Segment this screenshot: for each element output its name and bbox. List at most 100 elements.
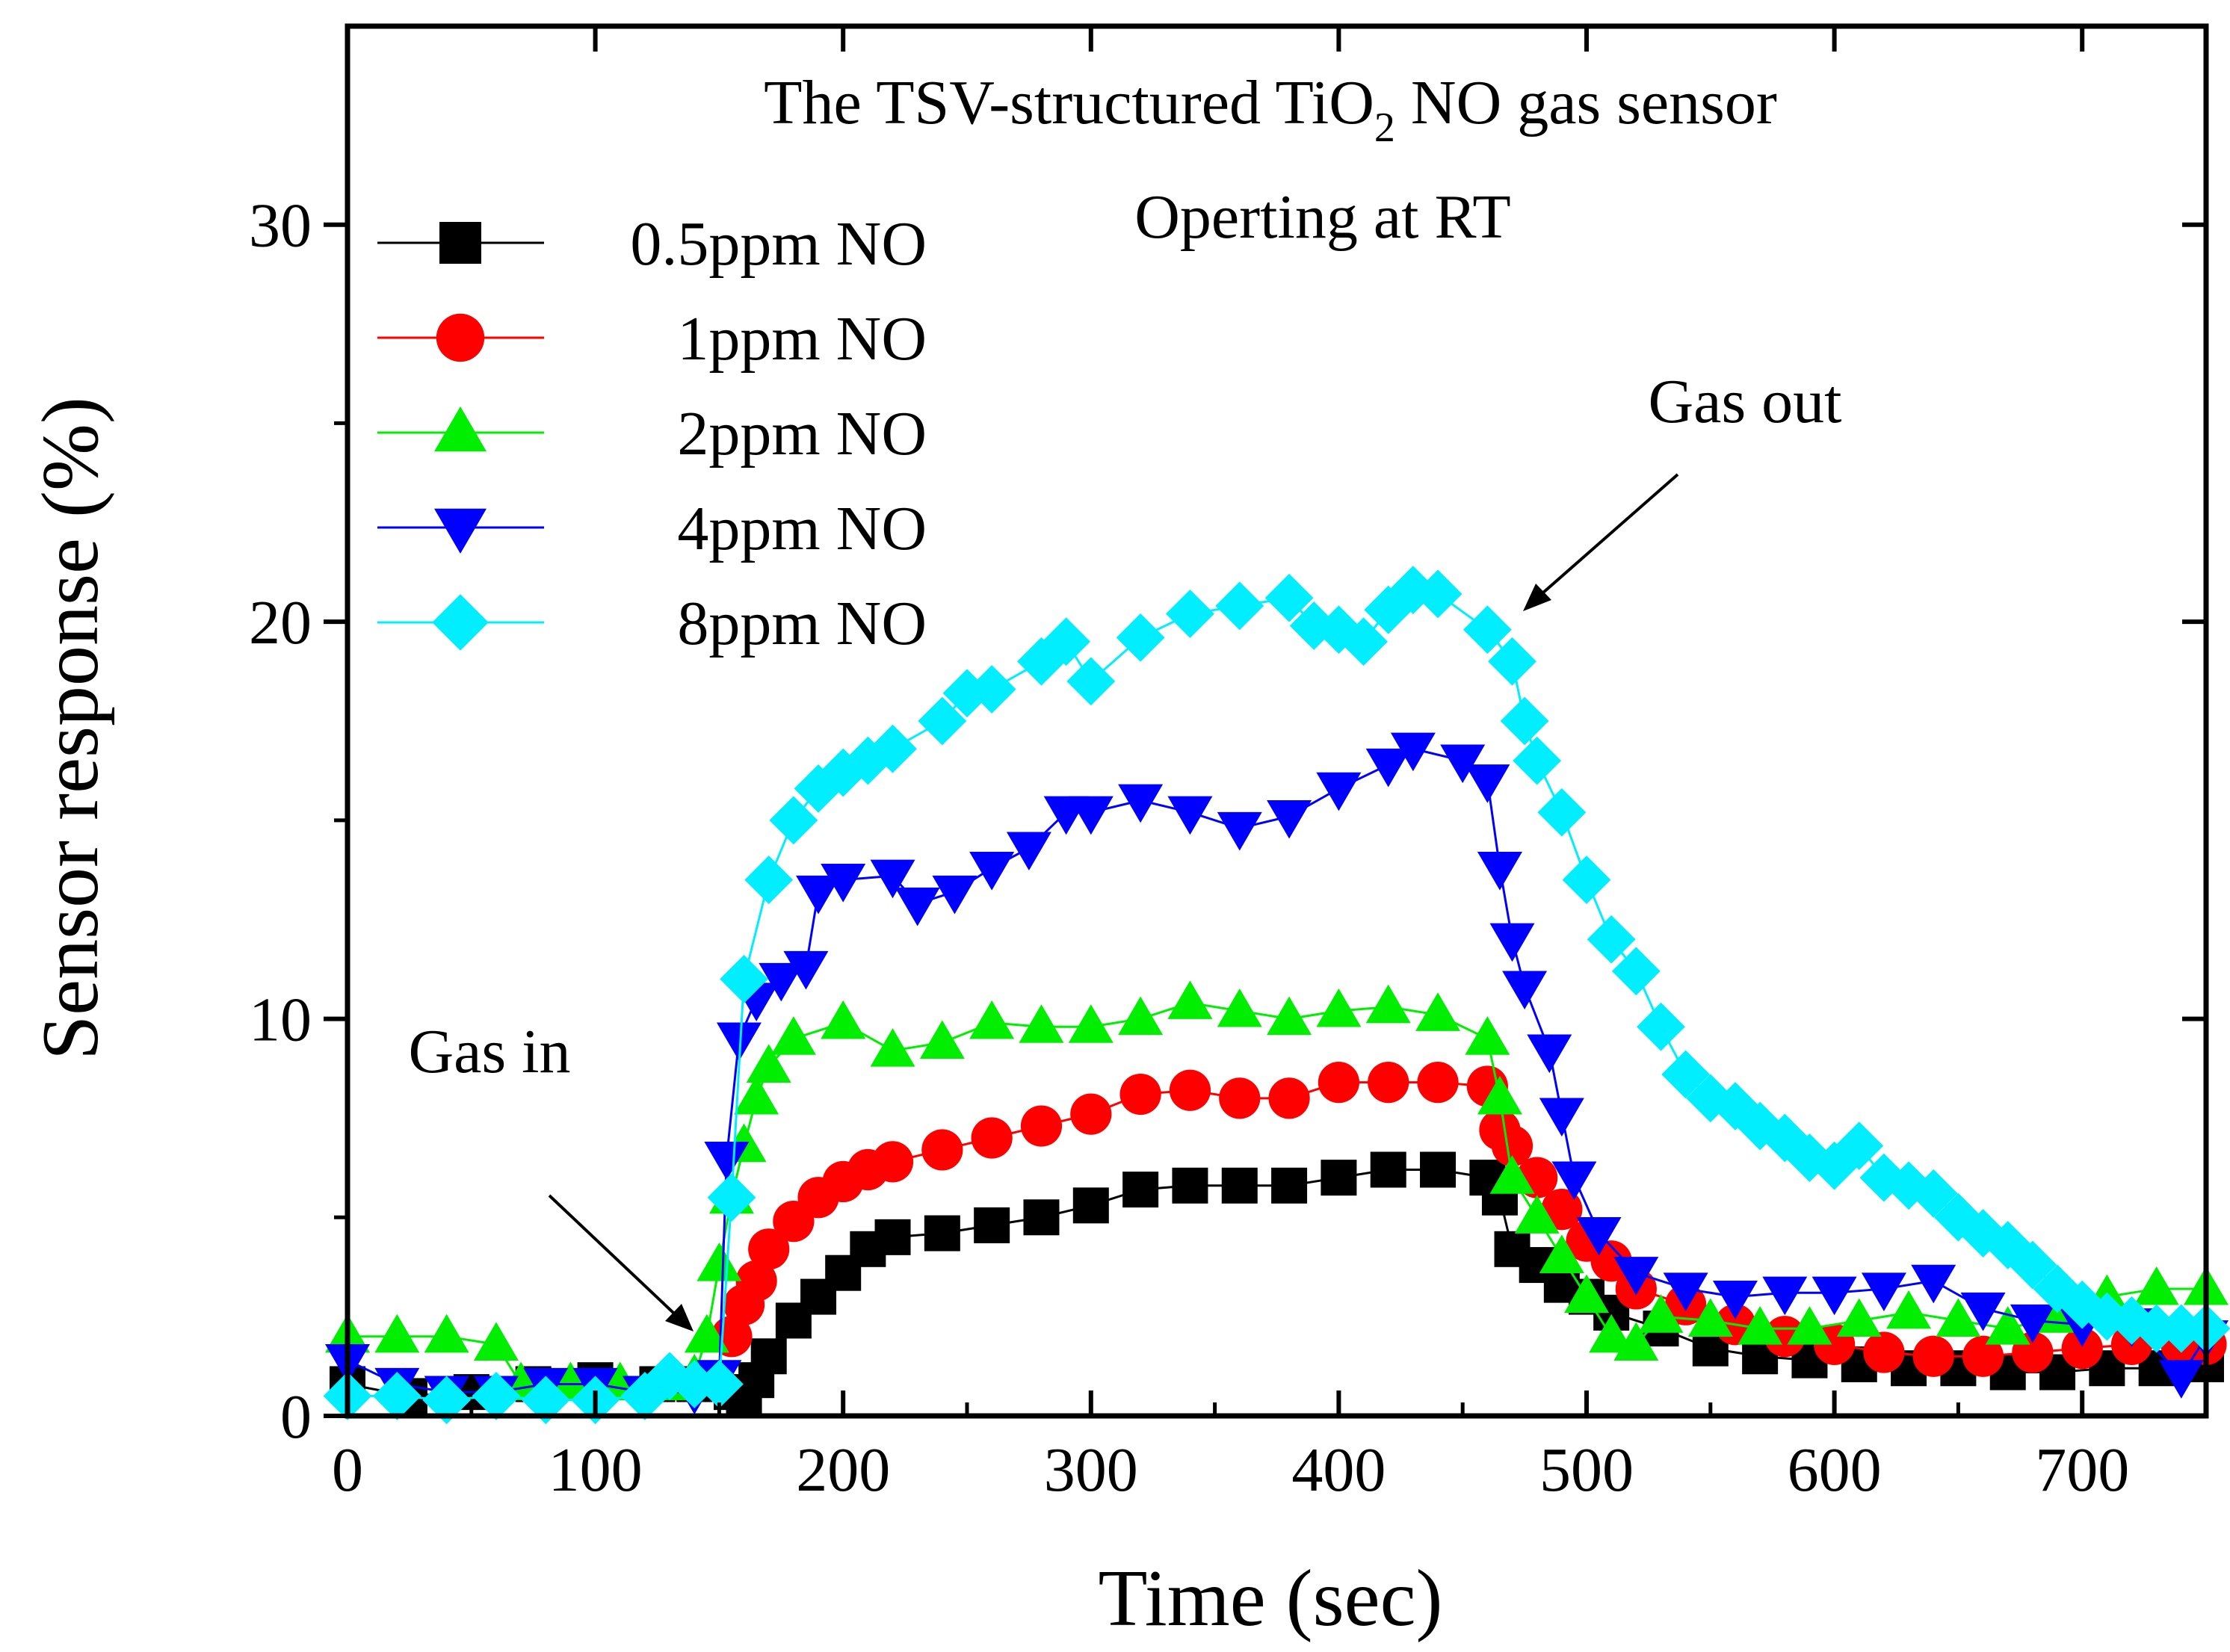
- series-3-point-19: [969, 852, 1015, 891]
- series-3-point-37: [1551, 1161, 1597, 1201]
- series-4-point-39: [1562, 856, 1611, 904]
- series-2-point-19: [969, 1000, 1015, 1039]
- series-1-point-34: [1962, 1335, 2004, 1377]
- series-3-point-27: [1316, 772, 1362, 811]
- series-1-point-22: [1491, 1125, 1533, 1167]
- series-3-point-16: [870, 859, 915, 899]
- series-4-point-22: [1042, 617, 1091, 666]
- series-2-point-27: [1365, 984, 1411, 1024]
- series-2-point-32: [1514, 1195, 1560, 1234]
- y-tick-label-1: 10: [249, 986, 312, 1055]
- series-4-point-20: [967, 665, 1016, 714]
- series-3-point-22: [1068, 796, 1114, 835]
- series-2-point-31: [1489, 1155, 1535, 1194]
- series-3-point-13: [783, 950, 829, 990]
- series-2-point-40: [1787, 1306, 1832, 1345]
- x-tick-label-6: 600: [1788, 1435, 1882, 1505]
- series-0-point-18: [1023, 1199, 1060, 1236]
- series-2-point-22: [1118, 996, 1164, 1036]
- series-2-point-47: [2134, 1266, 2179, 1305]
- series-1-point-8: [871, 1141, 914, 1183]
- series-3-point-28: [1365, 748, 1411, 788]
- series-3-point-33: [1489, 923, 1535, 962]
- series-layer: [323, 566, 2230, 1425]
- series-4-point-50: [1835, 1122, 1884, 1171]
- series-4-point-17: [868, 724, 917, 773]
- legend: 0.5ppm NO 1ppm NO 2ppm NO 4ppm NO 8ppm NO: [377, 209, 927, 658]
- legend-entry-1: 1ppm NO: [377, 304, 927, 374]
- series-1-point-18: [1368, 1062, 1409, 1104]
- series-1-point-12: [1070, 1093, 1112, 1135]
- series-0-point-19: [1072, 1187, 1109, 1224]
- annotation-gas-in-arrowhead: [665, 1304, 694, 1331]
- legend-marker-0: [439, 222, 481, 264]
- series-3-point-10: [716, 1022, 762, 1062]
- series-1-point-9: [921, 1129, 963, 1171]
- series-3-point-45: [1911, 1264, 1956, 1304]
- series-4-point-53: [1909, 1169, 1958, 1218]
- series-2-point-43: [1936, 1298, 1981, 1337]
- series-2-point-37: [1638, 1294, 1684, 1333]
- series-4-point-33: [1413, 569, 1463, 619]
- series-0-point-15: [874, 1219, 911, 1255]
- series-2-point-24: [1217, 988, 1262, 1027]
- series-4-point-48: [1785, 1133, 1834, 1182]
- series-3-point-47: [2010, 1304, 2055, 1343]
- series-4-point-29: [1315, 605, 1363, 655]
- series-4-point-13: [769, 796, 818, 845]
- series-4-point-6: [620, 1372, 670, 1420]
- series-2-point-3: [473, 1322, 519, 1361]
- series-3-point-15: [821, 863, 866, 903]
- legend-label-0: 0.5ppm NO: [630, 209, 927, 279]
- series-3-point-50: [2158, 1360, 2204, 1399]
- x-tick-label-0: 0: [332, 1435, 363, 1505]
- series-3-point-25: [1217, 811, 1262, 851]
- series-1-point-10: [971, 1117, 1013, 1159]
- annotation-gas-out-arrowhead: [1523, 584, 1551, 611]
- series-1-point-3: [748, 1228, 790, 1270]
- series-4-point-2: [422, 1376, 472, 1425]
- series-1-point-33: [1912, 1335, 1954, 1377]
- x-tick-label-1: 100: [549, 1435, 643, 1505]
- x-tick-label-3: 300: [1044, 1435, 1138, 1505]
- series-2: [325, 980, 2229, 1401]
- annotation-gas-in-arrow: [548, 1194, 688, 1326]
- series-4-point-54: [1934, 1192, 1983, 1242]
- x-tick-label-5: 500: [1539, 1435, 1634, 1505]
- series-2-point-38: [1687, 1298, 1733, 1337]
- series-1-point-11: [1020, 1105, 1063, 1147]
- series-4-point-15: [818, 748, 868, 797]
- series-0-point-24: [1321, 1160, 1357, 1196]
- annotation-gas-out-arrow: [1529, 473, 1679, 605]
- series-2-point-16: [821, 1000, 866, 1039]
- series-3-point-44: [1861, 1272, 1906, 1311]
- series-2-point-36: [1613, 1322, 1659, 1361]
- series-0-point-20: [1122, 1172, 1159, 1208]
- series-2-point-15: [770, 1016, 816, 1055]
- series-3-point-24: [1167, 796, 1213, 835]
- series-1-point-19: [1417, 1062, 1459, 1104]
- series-2-point-28: [1415, 992, 1461, 1031]
- series-2-point-2: [424, 1314, 469, 1353]
- series-4-point-23: [1066, 657, 1116, 706]
- series-2-point-25: [1267, 996, 1312, 1036]
- series-0-point-16: [924, 1215, 960, 1252]
- series-4-point-3: [472, 1372, 521, 1420]
- series-2-point-1: [374, 1314, 420, 1353]
- series-4-point-12: [744, 856, 794, 904]
- series-4-point-61: [2107, 1296, 2156, 1345]
- series-3-point-43: [1812, 1276, 1857, 1316]
- legend-entry-0: 0.5ppm NO: [377, 209, 927, 279]
- series-3-point-30: [1440, 744, 1486, 784]
- series-2-point-41: [1836, 1298, 1882, 1337]
- series-4-point-18: [918, 696, 967, 746]
- series-4-point-43: [1661, 1050, 1711, 1099]
- series-1-point-32: [1863, 1331, 1905, 1373]
- x-tick-label-4: 400: [1291, 1435, 1386, 1505]
- x-tick-label-2: 200: [796, 1435, 890, 1505]
- y-tick-label-2: 20: [249, 588, 312, 658]
- series-0-point-22: [1221, 1167, 1258, 1204]
- series-2-point-42: [1886, 1290, 1932, 1329]
- series-4-point-11: [720, 955, 768, 1003]
